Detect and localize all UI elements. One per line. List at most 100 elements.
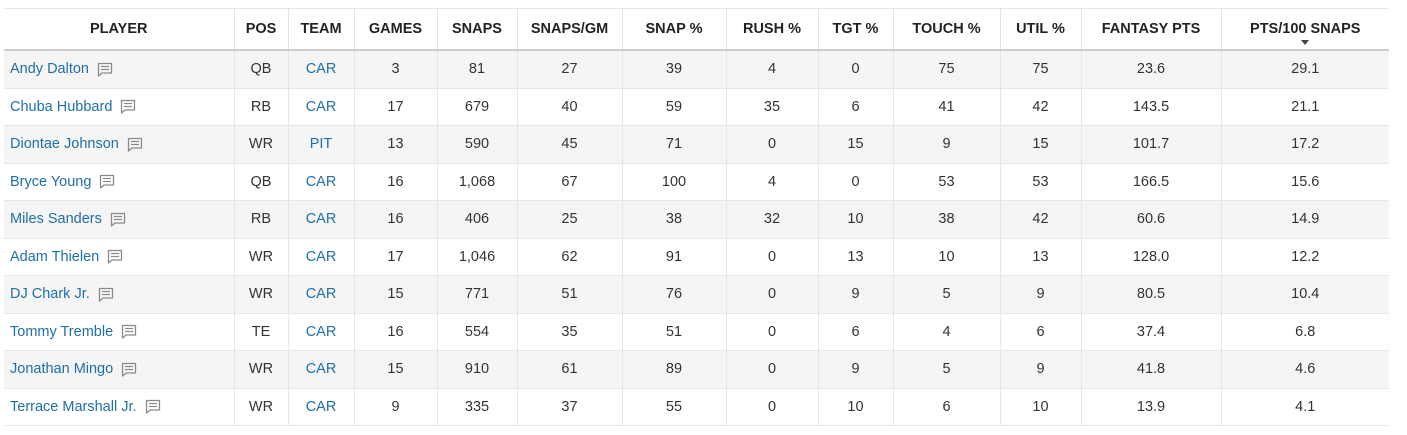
rush-pct-cell: 0 <box>726 275 819 314</box>
team-link[interactable]: CAR <box>305 286 337 303</box>
player-name-link[interactable]: Diontae Johnson <box>10 136 119 153</box>
column-header-label: GAMES <box>368 21 423 37</box>
comment-note-icon[interactable] <box>97 62 113 77</box>
column-header-snap[interactable]: SNAP % <box>622 8 727 51</box>
column-header-label: RUSH % <box>742 21 801 37</box>
pts-per-100-snaps-cell: 4.6 <box>1221 350 1389 389</box>
snaps-per-game-cell: 37 <box>517 388 623 426</box>
player-cell: Terrace Marshall Jr. <box>4 388 235 426</box>
player-cell: Andy Dalton <box>4 50 235 89</box>
player-name-link[interactable]: Jonathan Mingo <box>10 361 114 378</box>
column-header-label: FANTASY PTS <box>1101 21 1201 37</box>
snaps-cell: 679 <box>437 88 518 126</box>
games-cell: 17 <box>354 238 438 276</box>
util-pct-cell: 13 <box>1000 238 1082 276</box>
column-header-tgt[interactable]: TGT % <box>818 8 894 51</box>
player-name-link[interactable]: DJ Chark Jr. <box>10 286 90 303</box>
target-pct-cell: 13 <box>818 238 894 276</box>
util-pct-cell: 42 <box>1000 200 1082 239</box>
column-header-games[interactable]: GAMES <box>354 8 438 51</box>
player-cell: Chuba Hubbard <box>4 88 235 126</box>
team-link[interactable]: PIT <box>309 136 333 153</box>
fantasy-pts-cell: 166.5 <box>1081 163 1222 201</box>
comment-note-icon[interactable] <box>99 174 115 190</box>
column-header-rush[interactable]: RUSH % <box>726 8 819 51</box>
column-header-label: POS <box>245 21 277 37</box>
rush-pct-cell: 0 <box>726 350 819 389</box>
player-name-link[interactable]: Andy Dalton <box>10 61 89 78</box>
header-row: PLAYER POS TEAM GAMES SNAPS SNAPS/GM SNAP % RUS… <box>4 8 1389 51</box>
touch-pct-cell: 53 <box>893 163 1001 201</box>
comment-note-icon[interactable] <box>121 324 137 340</box>
team-link[interactable]: CAR <box>305 173 337 190</box>
column-header-util[interactable]: UTIL % <box>1000 8 1082 51</box>
comment-note-icon[interactable] <box>98 287 114 302</box>
pts-per-100-snaps-cell: 4.1 <box>1221 388 1389 426</box>
fantasy-pts-cell: 23.6 <box>1081 50 1222 89</box>
target-pct-cell: 0 <box>818 163 894 201</box>
rush-pct-cell: 4 <box>726 50 819 89</box>
player-name-link[interactable]: Adam Thielen <box>10 248 100 265</box>
snaps-cell: 1,046 <box>437 238 518 276</box>
comment-note-icon[interactable] <box>145 399 161 415</box>
team-link[interactable]: CAR <box>305 211 337 228</box>
column-header-touch[interactable]: TOUCH % <box>893 8 1001 51</box>
touch-pct-cell: 5 <box>893 275 1001 314</box>
column-header-label: SNAPS <box>452 21 502 37</box>
comment-note-icon[interactable] <box>127 137 143 152</box>
position-cell: WR <box>234 238 289 276</box>
team-link[interactable]: CAR <box>305 98 337 115</box>
comment-note-icon[interactable] <box>107 249 123 265</box>
team-link[interactable]: CAR <box>305 61 337 78</box>
util-pct-cell: 53 <box>1000 163 1082 201</box>
player-name-link[interactable]: Terrace Marshall Jr. <box>10 398 137 415</box>
team-link[interactable]: CAR <box>305 248 337 265</box>
touch-pct-cell: 38 <box>893 200 1001 239</box>
snap-pct-cell: 76 <box>622 275 727 314</box>
table-row: Andy Dalton QB CAR 3 81 27 39 4 0 75 75 23.6 29.1 <box>4 50 1389 89</box>
team-cell: CAR <box>288 50 355 89</box>
fantasy-pts-cell: 60.6 <box>1081 200 1222 239</box>
team-link[interactable]: CAR <box>305 323 337 340</box>
target-pct-cell: 15 <box>818 125 894 164</box>
team-cell: CAR <box>288 313 355 351</box>
player-name-link[interactable]: Tommy Tremble <box>10 323 114 340</box>
target-pct-cell: 9 <box>818 275 894 314</box>
column-header-player[interactable]: PLAYER <box>4 8 235 51</box>
comment-note-icon[interactable] <box>120 99 136 115</box>
snap-pct-cell: 71 <box>622 125 727 164</box>
team-link[interactable]: CAR <box>305 361 337 378</box>
comment-note-icon[interactable] <box>110 212 126 227</box>
player-name-link[interactable]: Miles Sanders <box>10 211 102 228</box>
games-cell: 16 <box>354 200 438 239</box>
player-cell: Jonathan Mingo <box>4 350 235 389</box>
player-cell: DJ Chark Jr. <box>4 275 235 314</box>
stats-table-container: PLAYER POS TEAM GAMES SNAPS SNAPS/GM SNAP % RUS… <box>4 8 1389 426</box>
comment-note-icon[interactable] <box>121 362 137 377</box>
snap-pct-cell: 100 <box>622 163 727 201</box>
snaps-per-game-cell: 27 <box>517 50 623 89</box>
pts-per-100-snaps-cell: 6.8 <box>1221 313 1389 351</box>
target-pct-cell: 0 <box>818 50 894 89</box>
table-row: Chuba Hubbard RB CAR 17 679 40 59 35 6 41 42 143.5 2… <box>4 88 1389 126</box>
column-header-pts-100-snaps[interactable]: PTS/100 SNAPS <box>1221 8 1389 51</box>
snaps-cell: 910 <box>437 350 518 389</box>
player-name-link[interactable]: Chuba Hubbard <box>10 98 113 115</box>
column-header-team[interactable]: TEAM <box>288 8 355 51</box>
snap-pct-cell: 59 <box>622 88 727 126</box>
column-header-snaps[interactable]: SNAPS <box>437 8 518 51</box>
team-link[interactable]: CAR <box>305 398 337 415</box>
position-cell: WR <box>234 275 289 314</box>
player-name-link[interactable]: Bryce Young <box>10 173 92 190</box>
table-row: Jonathan Mingo WR CAR 15 910 61 89 0 9 5 9 41.8 4.6 <box>4 350 1389 389</box>
util-pct-cell: 10 <box>1000 388 1082 426</box>
team-cell: PIT <box>288 125 355 164</box>
touch-pct-cell: 9 <box>893 125 1001 164</box>
snaps-cell: 554 <box>437 313 518 351</box>
column-header-snaps-gm[interactable]: SNAPS/GM <box>517 8 623 51</box>
column-header-pos[interactable]: POS <box>234 8 289 51</box>
table-row: Bryce Young QB CAR 16 1,068 67 100 4 0 53 53 166.5 1… <box>4 163 1389 201</box>
team-cell: CAR <box>288 388 355 426</box>
fantasy-pts-cell: 128.0 <box>1081 238 1222 276</box>
column-header-fantasy-pts[interactable]: FANTASY PTS <box>1081 8 1222 51</box>
